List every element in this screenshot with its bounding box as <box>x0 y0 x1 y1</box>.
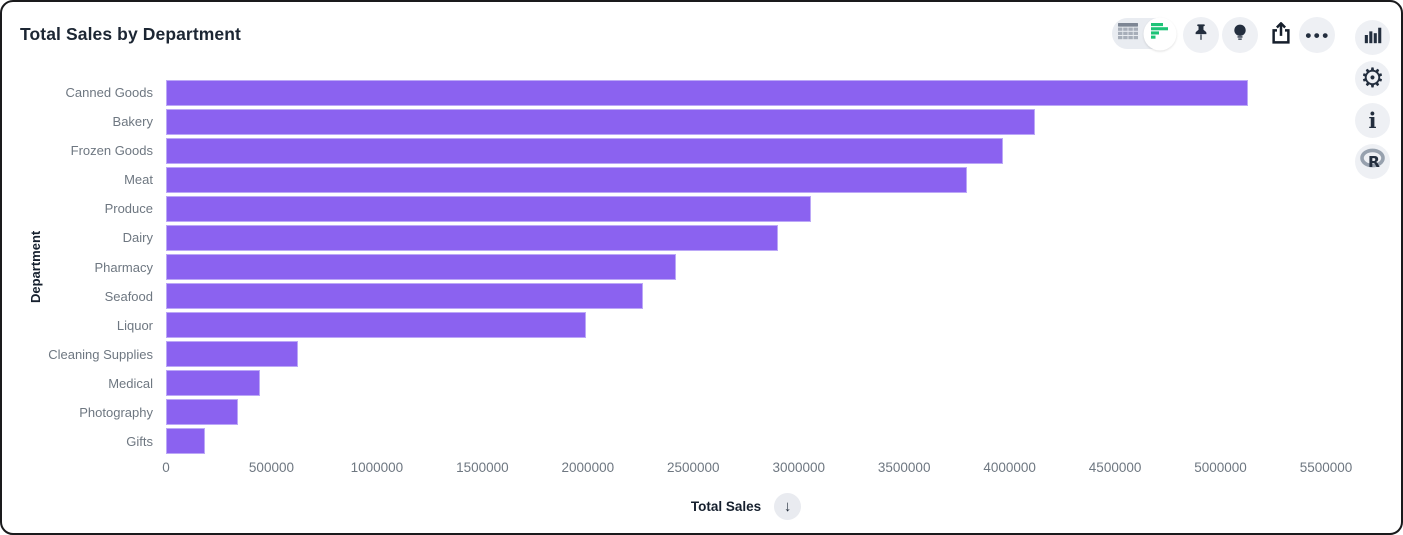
pin-icon <box>1190 22 1212 49</box>
bar-gifts[interactable] <box>166 428 206 455</box>
bar-row <box>166 398 1326 427</box>
pin-button[interactable] <box>1183 17 1219 53</box>
y-axis-label: Meat <box>124 172 153 188</box>
bar-pharmacy[interactable] <box>166 254 677 280</box>
x-tick-label: 1500000 <box>456 460 509 475</box>
info-icon: i <box>1368 108 1377 133</box>
arrow-down-icon: ↓ <box>783 498 792 515</box>
bar-row <box>166 369 1326 398</box>
y-axis-label: Canned Goods <box>65 85 153 101</box>
ellipsis-icon: ••• <box>1305 25 1331 45</box>
y-axis-label: Photography <box>79 404 153 420</box>
bar-meat[interactable] <box>166 166 968 193</box>
toggle-table-view[interactable] <box>1112 18 1144 49</box>
settings-button[interactable]: ⚙ <box>1355 61 1390 96</box>
y-axis-labels: Canned Goods Bakery Frozen Goods Meat Produc… <box>2 78 153 456</box>
view-toggle <box>1112 18 1176 49</box>
bar-bakery[interactable] <box>166 108 1035 135</box>
x-tick-label: 2000000 <box>561 460 615 475</box>
y-axis-label: Frozen Goods <box>70 143 153 159</box>
bar-cleaning-supplies[interactable] <box>166 341 298 368</box>
bar-row <box>166 311 1326 340</box>
bar-medical[interactable] <box>166 370 260 397</box>
bar-row <box>166 223 1326 252</box>
bar-row <box>166 136 1326 165</box>
bar-row <box>166 340 1326 369</box>
sort-descending-button[interactable]: ↓ <box>774 493 802 520</box>
y-axis-label: Medical <box>108 375 153 391</box>
x-tick-label: 2500000 <box>666 460 720 475</box>
y-axis-label: Liquor <box>116 317 153 333</box>
x-tick-label: 0 <box>162 460 170 475</box>
bar-produce[interactable] <box>166 195 812 222</box>
y-axis-label: Dairy <box>122 230 153 246</box>
x-tick-label: 5500000 <box>1299 460 1353 475</box>
more-options-button[interactable]: ••• <box>1299 17 1335 53</box>
x-tick-label: 4500000 <box>1088 460 1142 475</box>
bar-row <box>166 282 1326 311</box>
x-tick-label: 5000000 <box>1194 460 1247 475</box>
y-axis-label: Gifts <box>126 433 153 449</box>
bar-photography[interactable] <box>166 399 238 426</box>
share-button[interactable] <box>1263 17 1299 53</box>
info-button[interactable]: i <box>1355 103 1390 138</box>
bar-row <box>166 252 1326 281</box>
bar-row <box>166 427 1326 456</box>
x-tick-label: 3500000 <box>877 460 931 475</box>
bar-dairy[interactable] <box>166 224 778 251</box>
bar-chart-icon <box>1151 23 1169 44</box>
bar-canned-goods[interactable] <box>166 79 1248 106</box>
x-axis-group: Total Sales ↓ <box>166 493 1326 520</box>
svg-text:R: R <box>1368 153 1380 170</box>
y-axis-label: Bakery <box>112 114 153 130</box>
y-axis-label: Pharmacy <box>94 259 153 275</box>
bar-row <box>166 194 1326 223</box>
r-language-button[interactable]: R <box>1355 144 1390 179</box>
bar-liquor[interactable] <box>166 312 586 339</box>
y-axis-label: Cleaning Supplies <box>48 346 153 362</box>
x-tick-label: 4000000 <box>983 460 1036 475</box>
gear-icon: ⚙ <box>1360 63 1385 94</box>
x-tick-label: 1000000 <box>350 460 404 475</box>
r-logo-icon: R <box>1359 148 1386 175</box>
plot-area <box>166 78 1326 456</box>
bar-row <box>166 165 1326 194</box>
x-axis-ticks: 0 500000 1000000 1500000 2000000 2500000 30000… <box>162 460 1352 478</box>
column-chart-icon <box>1363 25 1383 50</box>
insights-button[interactable] <box>1222 17 1258 53</box>
share-icon <box>1268 20 1294 51</box>
bar-seafood[interactable] <box>166 283 643 310</box>
bar-row <box>166 107 1326 136</box>
toggle-chart-view[interactable] <box>1144 18 1176 49</box>
bar-row <box>166 78 1326 107</box>
page-title: Total Sales by Department <box>20 24 241 44</box>
y-axis-label: Seafood <box>104 288 153 304</box>
chart-type-button[interactable] <box>1355 20 1390 55</box>
bar-frozen-goods[interactable] <box>166 137 1004 164</box>
y-axis-label: Produce <box>104 201 153 217</box>
x-tick-label: 500000 <box>248 460 294 475</box>
x-tick-label: 3000000 <box>772 460 825 475</box>
table-icon <box>1118 22 1138 45</box>
x-axis-title: Total Sales <box>690 499 762 514</box>
lightbulb-icon <box>1229 22 1251 49</box>
